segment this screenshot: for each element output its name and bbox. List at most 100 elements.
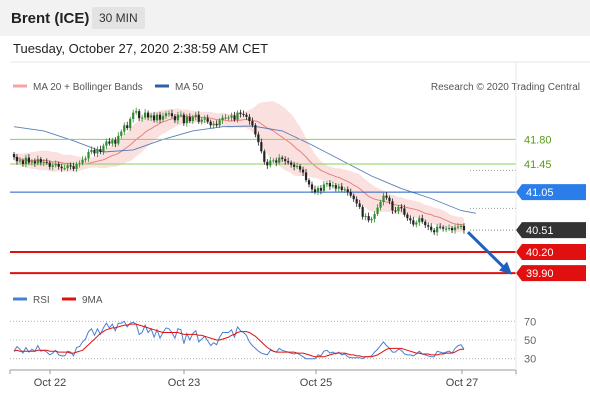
candle-body [278,157,281,163]
candle-body [424,221,427,226]
support-2-label: 39.90 [526,268,554,280]
instrument-title: Brent (ICE) [11,10,90,27]
candle-body [313,189,317,193]
candle-body [284,159,287,162]
candle-body [72,166,75,169]
candle-body [141,117,144,119]
candle-body [117,135,120,144]
candle-body [90,149,93,153]
candle-body [248,116,251,122]
candle-body [260,142,263,152]
candle-body [218,120,221,126]
candle-body [245,114,248,117]
candle-body [182,114,185,124]
chart-datetime: Tuesday, October 27, 2020 2:38:59 AM CET [13,41,269,56]
candle-body [343,189,346,191]
forecast-arrow [466,231,505,268]
candle-body [48,162,51,167]
candle-body [346,189,349,193]
candle-body [96,149,99,154]
candle-body [456,226,460,228]
forecast-arrowhead [499,261,512,275]
candle-body [331,185,334,187]
candle-body [197,114,200,122]
candle-body [275,160,278,163]
candle-body [206,118,209,122]
candle-body [453,227,457,231]
candle-body [254,125,257,135]
candle-body [209,121,212,126]
candle-body [355,199,358,204]
legend-ma50-label: MA 50 [175,82,204,93]
x-tick-label: Oct 23 [168,377,200,389]
candle-body [367,216,370,221]
candle-body [99,149,102,153]
candle-body [272,160,275,162]
rsi-tick-50: 50 [524,335,536,347]
legend-bollinger-label: MA 20 + Bollinger Bands [33,82,143,93]
candle-body [129,118,132,129]
candle-body [123,125,126,132]
candle-body [185,116,188,124]
candle-body [132,112,135,119]
candle-body [108,141,111,144]
candle-body [251,121,254,126]
candle-body [155,114,159,121]
candle-body [382,195,385,203]
candle-body [421,218,424,222]
rsi-ma-line [13,323,464,358]
candle-body [111,140,114,144]
x-tick-label: Oct 27 [446,377,478,389]
candle-body [54,163,57,166]
candle-body [409,218,412,221]
candle-body [215,123,218,126]
candle-body [21,160,25,164]
candle-body [138,111,141,119]
candle-body [227,117,230,119]
candle-body [152,115,156,121]
candle-body [221,117,224,121]
candle-body [301,169,305,173]
pivot-tag [516,184,586,201]
candle-body [373,213,376,219]
support-1-tag [516,243,586,260]
candle-body [322,184,326,191]
resistance-1-label: 41.80 [524,134,552,146]
x-tick-label: Oct 22 [34,377,66,389]
legend-rsi-label: RSI [33,295,50,306]
support-1-label: 40.20 [526,247,554,259]
candle-body [236,112,239,120]
candle-body [203,118,206,120]
candle-body [173,116,177,121]
candle-body [149,115,153,118]
candle-body [114,140,117,144]
candle-body [397,206,400,212]
candle-body [233,115,236,120]
candle-body [257,134,260,143]
candle-body [442,227,445,229]
candle-body [87,152,90,159]
candle-body [430,226,433,231]
candle-body [376,207,379,214]
candle-body [263,151,266,162]
rsi-tick-70: 70 [524,316,536,328]
candle-body [93,149,96,154]
candle-body [379,202,382,208]
candle-body [81,159,84,164]
candle-body [164,113,168,117]
candle-body [310,184,314,190]
candle-body [167,113,171,115]
candle-body [349,192,352,196]
candle-body [179,114,182,116]
candle-body [358,203,361,207]
candle-body [445,228,448,230]
timeframe-button[interactable]: 30 MIN [92,7,145,29]
candle-body [18,160,22,162]
candle-body [462,225,466,231]
candle-body [78,163,81,165]
candle-body [161,116,165,120]
candle-body [135,111,138,113]
header-bar: Brent (ICE) 30 MIN [0,0,590,36]
candle-body [224,117,227,119]
